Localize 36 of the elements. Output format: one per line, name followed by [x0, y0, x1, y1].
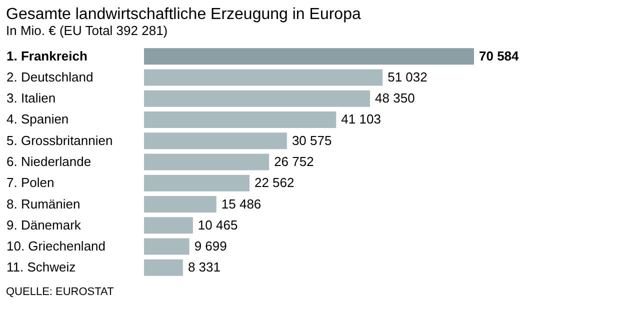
- bar: [144, 259, 183, 276]
- data-label: 22 562: [254, 175, 294, 190]
- data-label: 51 032: [388, 69, 428, 84]
- y-tick-label: 1. Frankreich: [6, 48, 88, 64]
- data-label: 48 350: [375, 90, 415, 106]
- data-label: 9 699: [194, 238, 227, 254]
- data-label: 15 486: [221, 196, 262, 212]
- y-tick-label: 5. Grossbritannien: [6, 132, 113, 148]
- y-tick-label: 7. Polen: [6, 175, 54, 190]
- y-tick-label: 11. Schweiz: [6, 260, 76, 275]
- bar: [144, 48, 474, 65]
- data-label: 26 752: [274, 154, 314, 169]
- y-tick-label: 8. Rumänien: [6, 196, 80, 212]
- data-label: 41 103: [341, 112, 381, 127]
- source-note: QUELLE: EUROSTAT: [6, 286, 114, 298]
- y-tick-label: 6. Niederlande: [6, 154, 92, 169]
- y-tick-label: 3. Italien: [6, 90, 56, 106]
- y-tick-label: 9. Dänemark: [6, 217, 82, 232]
- bar: [144, 69, 383, 86]
- bar: [144, 90, 370, 107]
- y-tick-label: 4. Spanien: [6, 112, 69, 127]
- bar: [144, 238, 190, 255]
- chart-subtitle: In Mio. € (EU Total 392 281): [6, 23, 168, 38]
- bar: [144, 154, 270, 170]
- bar: [144, 174, 250, 192]
- y-tick-label: 2. Deutschland: [6, 69, 94, 84]
- bar: [144, 132, 287, 150]
- data-label: 30 575: [292, 132, 332, 148]
- y-tick-label: 10. Griechenland: [6, 238, 106, 254]
- data-label: 10 465: [198, 217, 238, 232]
- chart-title: Gesamte landwirtschaftliche Erzeugung in Europa: [6, 6, 361, 23]
- bar: [144, 196, 216, 212]
- bar: [144, 112, 336, 128]
- bar: [144, 217, 193, 234]
- data-label: 70 584: [479, 48, 520, 64]
- data-label: 8 331: [188, 260, 220, 275]
